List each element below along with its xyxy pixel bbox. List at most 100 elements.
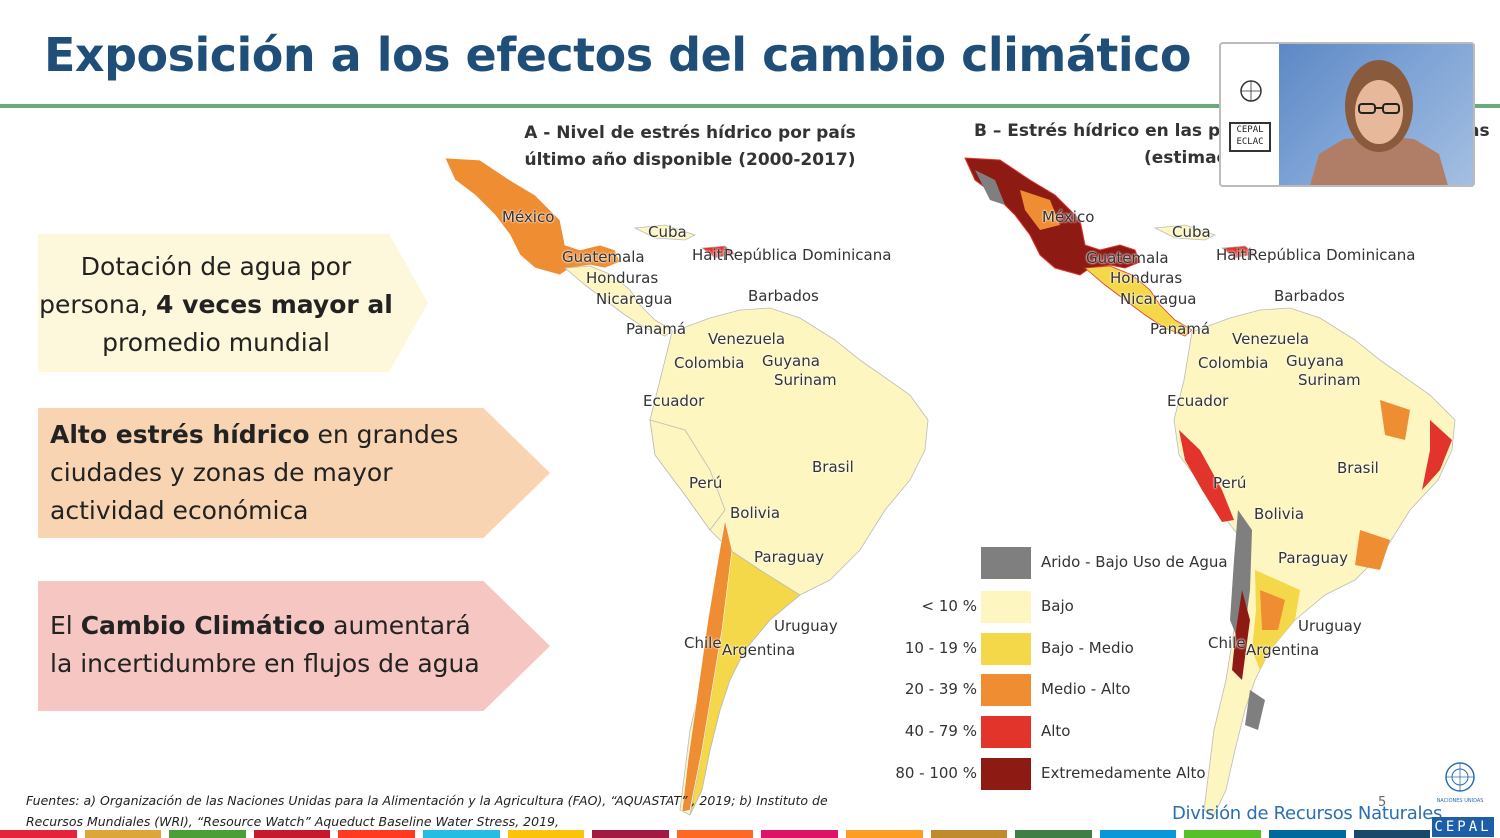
label-barbados: Barbados: [748, 287, 819, 305]
map-b-chile-dark: [1232, 590, 1250, 680]
label-barbados: Barbados: [1274, 287, 1345, 305]
sdg-color-segment: [1099, 830, 1177, 838]
label-panama: Panamá: [626, 320, 687, 338]
label-paraguay: Paraguay: [1278, 549, 1349, 567]
label-haiti: Haití: [692, 246, 727, 264]
division-name: División de Recursos Naturales: [1172, 803, 1443, 824]
sdg-color-segment: [253, 830, 331, 838]
label-colombia: Colombia: [674, 354, 745, 372]
sdg-color-segment: [1184, 830, 1261, 838]
sdg-color-segment: [592, 830, 669, 838]
sdg-color-segment: [338, 830, 415, 838]
label-uruguay: Uruguay: [1298, 617, 1362, 635]
label-republica-dominicana: República Dominicana: [724, 246, 892, 264]
label-cuba: Cuba: [1172, 223, 1211, 241]
arrow-box-water-endowment: Dotación de agua por persona, 4 veces ma…: [38, 234, 428, 372]
label-uruguay: Uruguay: [774, 617, 838, 635]
map-a-title: A - Nivel de estrés hídrico por país últi…: [524, 123, 856, 170]
label-surinam: Surinam: [1298, 371, 1361, 389]
label-paraguay: Paraguay: [754, 548, 825, 566]
label-venezuela: Venezuela: [708, 330, 786, 348]
map-b-peru-red: [1179, 430, 1234, 522]
label-cuba: Cuba: [648, 223, 687, 241]
sdg-color-segment: [1015, 830, 1092, 838]
label-chile: Chile: [684, 634, 722, 652]
map-b-shapes: [964, 157, 1456, 816]
sdg-color-bar: [0, 830, 1431, 838]
sdg-color-segment: [1353, 830, 1431, 838]
person-avatar: [1310, 60, 1448, 185]
legend-row: 10 - 19 % Bajo - Medio: [895, 633, 1235, 665]
video-participant-tile[interactable]: CEPAL ECLAC: [1219, 42, 1475, 187]
legend-swatch: [981, 758, 1031, 790]
sdg-color-segment: [84, 830, 162, 838]
label-panama: Panamá: [1150, 320, 1211, 338]
box-text: El Cambio Climático aumentará la incerti…: [50, 611, 480, 678]
box-text: Dotación de agua por persona, 4 veces ma…: [39, 252, 393, 357]
label-guyana: Guyana: [1286, 352, 1344, 370]
legend-swatch: [981, 716, 1031, 748]
title-divider: [0, 104, 1500, 108]
map-a-shapes: [444, 157, 929, 816]
label-republica-dominicana: República Dominicana: [1248, 246, 1416, 264]
label-brasil: Brasil: [812, 458, 854, 476]
label-chile: Chile: [1208, 634, 1246, 652]
label-ecuador: Ecuador: [643, 392, 705, 410]
sources-note: Fuentes: a) Organización de las Naciones…: [26, 793, 828, 829]
sdg-color-segment: [1268, 830, 1346, 838]
label-brasil: Brasil: [1337, 459, 1379, 477]
map-b-central-america: [1084, 265, 1193, 337]
cepal-logo: CEPAL: [1432, 817, 1494, 837]
map-a-cuba: [633, 224, 697, 241]
label-mexico: México: [1042, 208, 1095, 226]
legend-row: Arido - Bajo Uso de Agua: [895, 547, 1235, 579]
sdg-color-segment: [930, 830, 1008, 838]
video-logo-panel: CEPAL ECLAC: [1221, 44, 1279, 185]
sdg-color-segment: [845, 830, 923, 838]
label-argentina: Argentina: [722, 641, 796, 659]
label-guatemala: Guatemala: [1086, 249, 1169, 267]
label-bolivia: Bolivia: [730, 504, 781, 522]
label-guyana: Guyana: [762, 352, 820, 370]
label-surinam: Surinam: [774, 371, 837, 389]
label-colombia: Colombia: [1198, 354, 1269, 372]
un-emblem-icon: NACIONES UNIDAS: [1437, 762, 1484, 804]
map-b-patagonia-gray: [1245, 690, 1265, 730]
map-b-ne-orange: [1380, 400, 1410, 440]
label-argentina: Argentina: [1246, 641, 1320, 659]
arrow-box-water-stress: Alto estrés hídrico en grandes ciudades …: [38, 408, 550, 538]
sdg-color-segment: [507, 830, 585, 838]
legend-row: 80 - 100 % Extremedamente Alto: [895, 758, 1235, 790]
map-a-central-america: [564, 265, 673, 337]
sdg-color-segment: [169, 830, 246, 838]
label-ecuador: Ecuador: [1167, 392, 1229, 410]
label-mexico: México: [502, 208, 555, 226]
legend-swatch: [981, 591, 1031, 623]
legend-row: < 10 % Bajo: [895, 591, 1235, 623]
map-a-country-water-stress: México Cuba Guatemala Haití República Do…: [440, 150, 940, 830]
cepal-eclac-logo: CEPAL ECLAC: [1229, 122, 1271, 152]
label-nicaragua: Nicaragua: [1120, 290, 1197, 308]
map-a-chile: [681, 519, 733, 813]
map-a-hispaniola: [700, 245, 736, 259]
legend-swatch: [981, 547, 1031, 579]
map-b-basin-water-stress: México Cuba Guatemala Haití República Do…: [960, 150, 1480, 830]
svg-text:NACIONES UNIDAS: NACIONES UNIDAS: [1437, 798, 1484, 804]
label-honduras: Honduras: [586, 269, 659, 287]
label-nicaragua: Nicaragua: [596, 290, 673, 308]
sdg-color-segment: [676, 830, 754, 838]
map-b-cuba: [1153, 224, 1217, 241]
legend-swatch: [981, 674, 1031, 706]
arrow-box-climate-change: El Cambio Climático aumentará la incerti…: [38, 581, 550, 711]
map-b-brazil-east-red: [1422, 420, 1452, 490]
map-b-brazil-south-orange: [1355, 530, 1390, 570]
label-bolivia: Bolivia: [1254, 505, 1305, 523]
page-number: 5: [1378, 795, 1387, 810]
legend-swatch: [981, 633, 1031, 665]
slide-title: Exposición a los efectos del cambio clim…: [44, 28, 1192, 82]
label-haiti: Haití: [1216, 246, 1251, 264]
map-b-argentina-orange: [1260, 590, 1285, 630]
legend-row: 40 - 79 % Alto: [895, 716, 1235, 748]
label-peru: Perú: [689, 474, 723, 492]
label-peru: Perú: [1213, 474, 1247, 492]
